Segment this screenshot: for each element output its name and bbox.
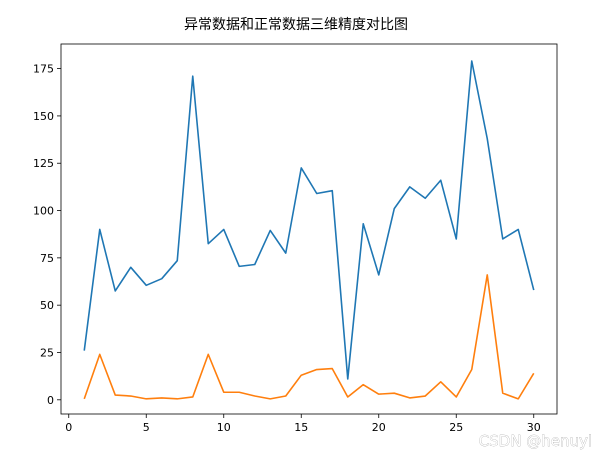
y-tick-label: 50 bbox=[40, 299, 54, 312]
series-line-2 bbox=[83, 274, 535, 400]
axes bbox=[60, 43, 558, 415]
series-line-1 bbox=[83, 60, 535, 380]
axes-frame bbox=[60, 43, 558, 415]
y-tick-label: 25 bbox=[40, 346, 54, 359]
y-tick-label: 125 bbox=[33, 157, 54, 170]
y-tick-label: 75 bbox=[40, 252, 54, 265]
x-tick-label: 15 bbox=[294, 421, 308, 434]
y-tick-label: 150 bbox=[33, 110, 54, 123]
x-axis-ticks: 0 5 10 15 20 25 30 bbox=[65, 414, 541, 434]
x-tick-label: 20 bbox=[372, 421, 386, 434]
x-tick-label: 30 bbox=[527, 421, 541, 434]
watermark: CSDN @henuyl bbox=[479, 432, 592, 450]
x-tick-label: 10 bbox=[217, 421, 231, 434]
y-tick-label: 0 bbox=[47, 394, 54, 407]
x-tick-label: 0 bbox=[65, 421, 72, 434]
chart-title: 异常数据和正常数据三维精度对比图 bbox=[184, 17, 408, 33]
y-tick-label: 100 bbox=[33, 205, 54, 218]
y-tick-label: 175 bbox=[33, 63, 54, 76]
series-lines bbox=[83, 60, 535, 400]
y-axis-ticks: 0 25 50 75 100 125 150 175 bbox=[33, 63, 61, 407]
plot-area: 0 5 10 15 20 25 30 0 25 50 75 100 125 150 175 bbox=[33, 43, 558, 434]
x-tick-label: 25 bbox=[449, 421, 463, 434]
x-tick-label: 5 bbox=[143, 421, 150, 434]
